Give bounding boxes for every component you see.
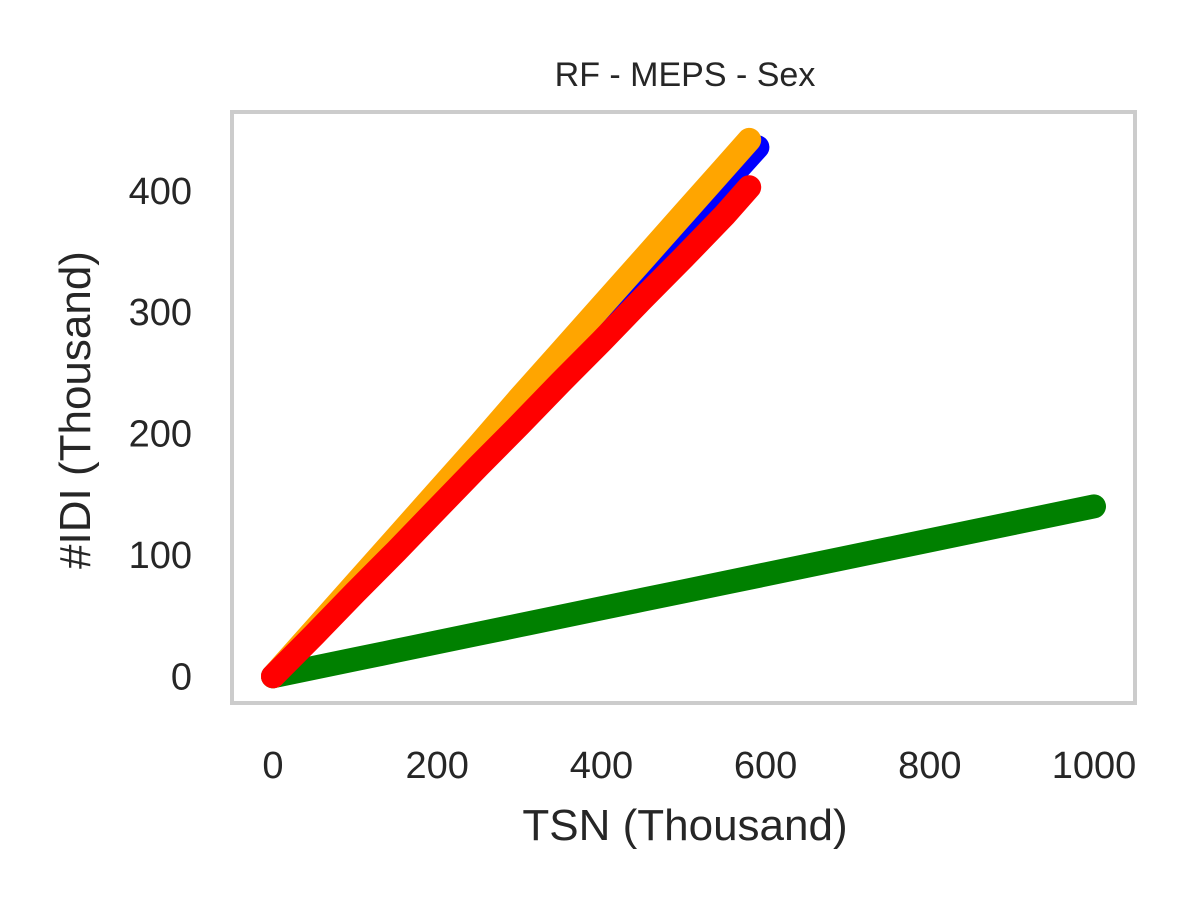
x-tick-labels: 0 200 400 600 800 1000 (262, 745, 1136, 787)
series-layer (261, 127, 1106, 689)
series-line-1 (261, 494, 1106, 689)
x-tick-label: 800 (898, 745, 961, 787)
y-axis-label: #IDI (Thousand) (51, 251, 100, 569)
y-tick-label: 0 (171, 656, 192, 698)
x-tick-label: 200 (405, 745, 468, 787)
x-axis-label: TSN (Thousand) (522, 801, 847, 850)
y-tick-label: 200 (129, 414, 192, 456)
x-tick-label: 0 (262, 745, 283, 787)
chart-title: RF - MEPS - Sex (555, 56, 816, 94)
x-tick-label: 600 (734, 745, 797, 787)
y-tick-label: 400 (129, 171, 192, 213)
y-tick-label: 100 (129, 535, 192, 577)
series-line-3 (261, 175, 762, 689)
y-tick-label: 300 (129, 292, 192, 334)
x-tick-label: 1000 (1052, 745, 1137, 787)
x-tick-label: 400 (570, 745, 633, 787)
y-tick-labels: 0 100 200 300 400 (129, 171, 192, 698)
